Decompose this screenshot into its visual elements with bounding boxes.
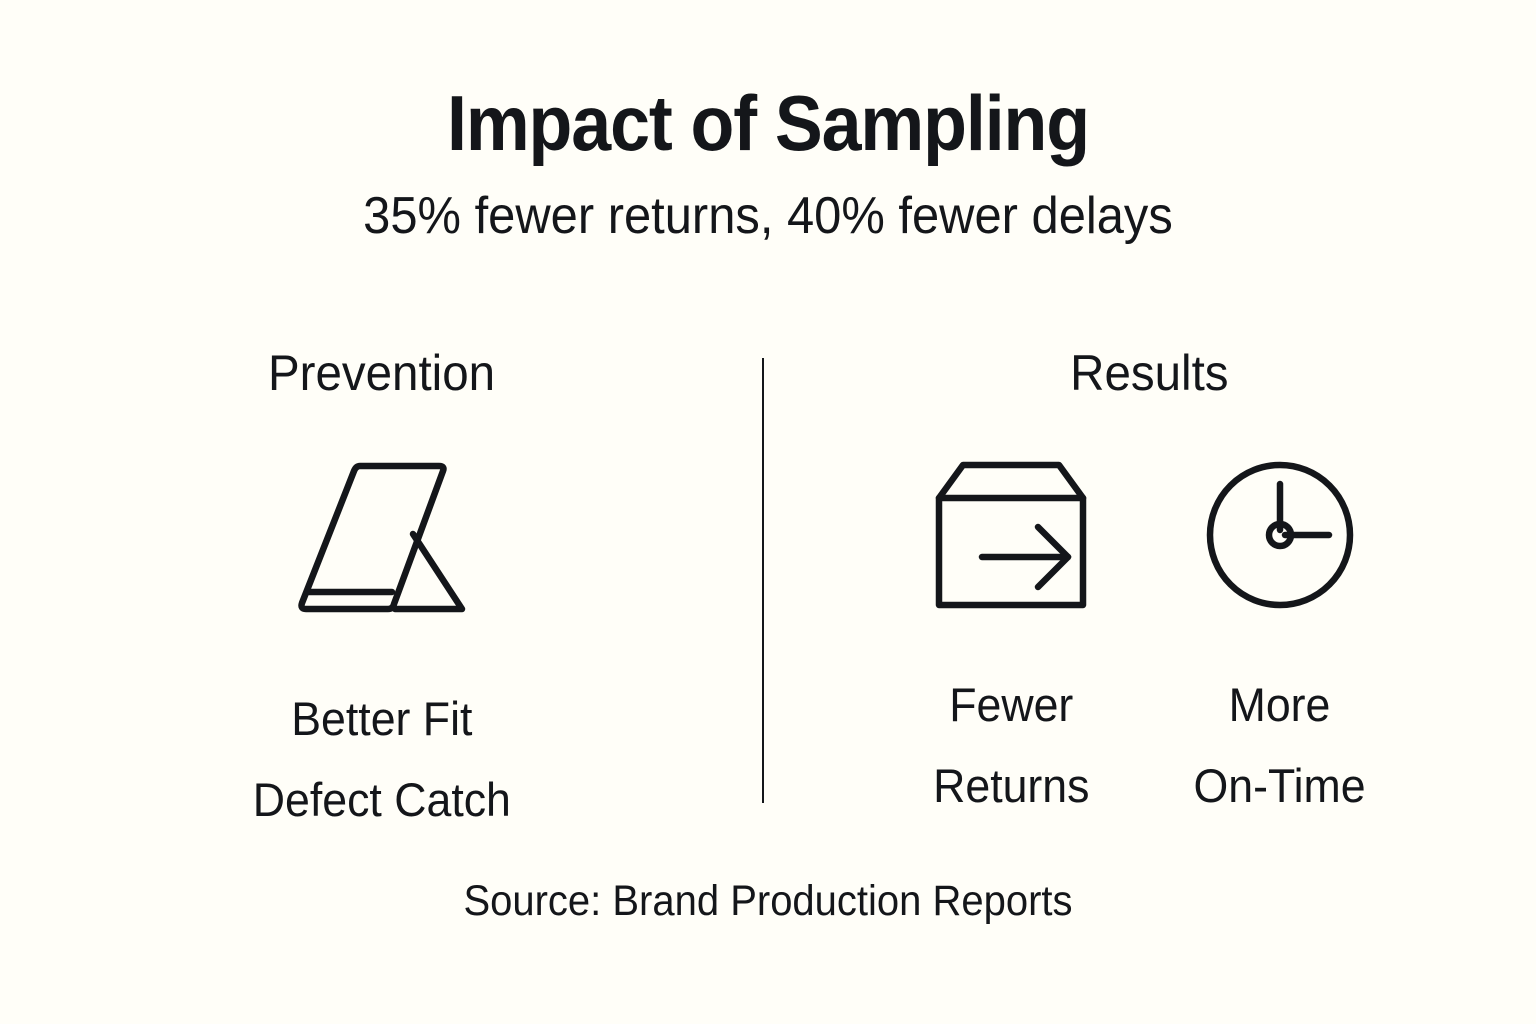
source-note: Source: Brand Production Reports [463, 877, 1073, 925]
column-heading-prevention: Prevention [267, 345, 496, 401]
results-item-more-on-time: More On-Time [1189, 456, 1370, 827]
column-prevention: Prevention Better Fit Defect Catch [0, 348, 763, 841]
box-with-arrow-icon [930, 456, 1092, 619]
results-caption-fewer-returns: Fewer Returns [932, 678, 1090, 812]
page-title: Impact of Sampling [447, 79, 1090, 167]
prevention-icon-row: Better Fit Defect Catch [246, 454, 518, 841]
columns-container: Prevention Better Fit Defect Catch [0, 348, 1536, 826]
header: Impact of Sampling 35% fewer returns, 40… [0, 84, 1536, 242]
prevention-item-better-fit: Better Fit Defect Catch [246, 454, 518, 841]
results-caption-more-on-time: More On-Time [1193, 678, 1366, 812]
column-heading-results: Results [1070, 345, 1229, 401]
column-divider [762, 358, 764, 803]
page-subtitle: 35% fewer returns, 40% fewer delays [363, 187, 1173, 245]
clock-icon [1201, 456, 1359, 619]
results-item-fewer-returns: Fewer Returns [929, 456, 1094, 827]
results-icon-row: Fewer Returns [929, 456, 1371, 827]
tablet-on-stand-icon [282, 454, 482, 637]
prevention-caption: Better Fit Defect Catch [252, 692, 511, 826]
column-results: Results [763, 348, 1536, 827]
